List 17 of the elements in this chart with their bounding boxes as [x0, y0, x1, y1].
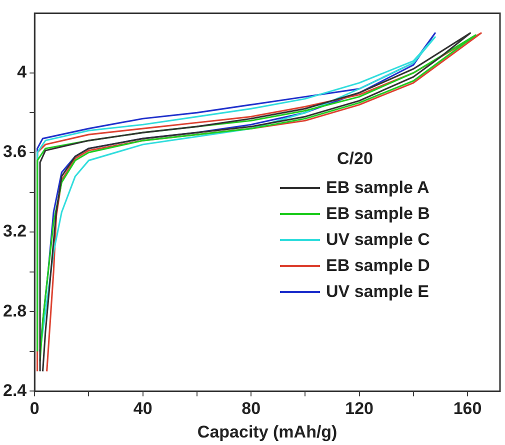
legend-label: UV sample C: [326, 230, 430, 250]
x-tick-label: 80: [242, 399, 261, 418]
x-axis-title: Capacity (mAh/g): [197, 422, 338, 442]
x-tick-label: 40: [133, 399, 152, 418]
y-tick-label: 2.8: [2, 301, 27, 320]
legend-label: EB sample D: [326, 256, 430, 276]
legend-label: EB sample A: [326, 178, 430, 198]
y-tick-label: 4: [17, 62, 28, 82]
legend-label: EB sample B: [326, 204, 430, 224]
legend-label: UV sample E: [326, 282, 429, 302]
x-tick-label: 0: [30, 399, 40, 418]
y-tick-label: 3.6: [2, 142, 27, 162]
y-tick-label: 2.4: [2, 380, 28, 400]
y-tick-label: 3.2: [2, 222, 27, 241]
legend-title: C/20: [336, 149, 374, 170]
x-tick-label: 160: [453, 399, 482, 418]
x-tick-label: 120: [345, 399, 374, 418]
